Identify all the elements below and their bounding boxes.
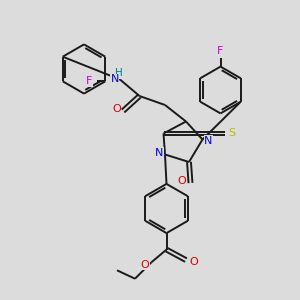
Text: N: N	[110, 74, 119, 84]
Text: H: H	[115, 68, 122, 78]
Text: O: O	[112, 104, 121, 115]
Text: F: F	[86, 76, 93, 86]
Text: O: O	[140, 260, 149, 270]
Text: S: S	[228, 128, 235, 139]
Text: N: N	[155, 148, 163, 158]
Text: N: N	[204, 136, 213, 146]
Text: O: O	[189, 256, 198, 267]
Text: O: O	[178, 176, 187, 187]
Text: F: F	[217, 46, 224, 56]
